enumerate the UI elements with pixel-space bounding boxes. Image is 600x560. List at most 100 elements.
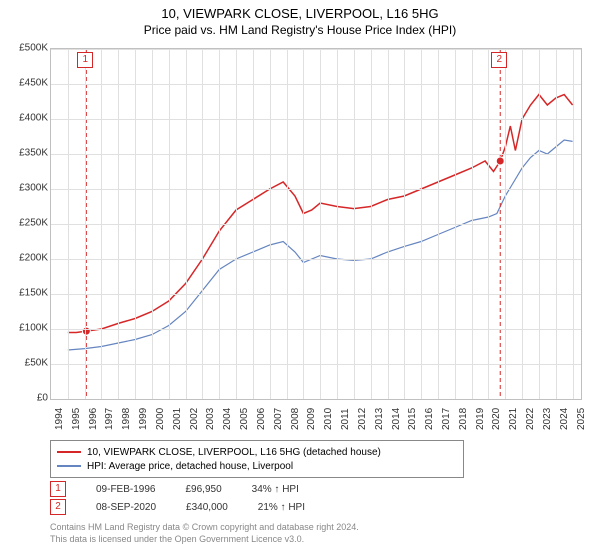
x-tick-label: 1994 bbox=[54, 408, 65, 430]
event-row: 1 09-FEB-1996 £96,950 34% ↑ HPI bbox=[50, 480, 305, 498]
gridline-vertical bbox=[505, 49, 506, 399]
gridline-vertical bbox=[404, 49, 405, 399]
x-tick-label: 2023 bbox=[542, 408, 553, 430]
event-diff: 21% ↑ HPI bbox=[258, 502, 305, 513]
event-date: 09-FEB-1996 bbox=[96, 484, 155, 495]
gridline-vertical bbox=[388, 49, 389, 399]
gridline-vertical bbox=[337, 49, 338, 399]
chart-subtitle: Price paid vs. HM Land Registry's House … bbox=[0, 23, 600, 37]
x-tick-label: 2018 bbox=[458, 408, 469, 430]
x-tick-label: 2010 bbox=[323, 408, 334, 430]
x-tick-label: 2004 bbox=[222, 408, 233, 430]
gridline-vertical bbox=[354, 49, 355, 399]
gridline-horizontal bbox=[51, 364, 581, 365]
legend-row: HPI: Average price, detached house, Live… bbox=[57, 459, 457, 473]
chart-plot-area bbox=[50, 48, 582, 400]
gridline-vertical bbox=[371, 49, 372, 399]
gridline-vertical bbox=[68, 49, 69, 399]
event-marker: 2 bbox=[491, 52, 507, 68]
gridline-horizontal bbox=[51, 49, 581, 50]
x-tick-label: 1998 bbox=[121, 408, 132, 430]
y-tick-label: £500K bbox=[0, 43, 48, 54]
x-tick-label: 2025 bbox=[576, 408, 587, 430]
x-tick-label: 2013 bbox=[374, 408, 385, 430]
gridline-horizontal bbox=[51, 259, 581, 260]
gridline-vertical bbox=[556, 49, 557, 399]
gridline-horizontal bbox=[51, 84, 581, 85]
legend-row: 10, VIEWPARK CLOSE, LIVERPOOL, L16 5HG (… bbox=[57, 445, 457, 459]
x-tick-label: 2007 bbox=[273, 408, 284, 430]
legend-swatch bbox=[57, 451, 81, 453]
y-tick-label: £300K bbox=[0, 183, 48, 194]
x-tick-label: 1997 bbox=[104, 408, 115, 430]
gridline-vertical bbox=[236, 49, 237, 399]
chart-container: 10, VIEWPARK CLOSE, LIVERPOOL, L16 5HG P… bbox=[0, 0, 600, 560]
event-price: £96,950 bbox=[185, 484, 221, 495]
x-tick-label: 2021 bbox=[508, 408, 519, 430]
events-table: 1 09-FEB-1996 £96,950 34% ↑ HPI 2 08-SEP-2020… bbox=[50, 480, 305, 516]
gridline-vertical bbox=[152, 49, 153, 399]
y-tick-label: £200K bbox=[0, 253, 48, 264]
gridline-horizontal bbox=[51, 119, 581, 120]
y-tick-label: £450K bbox=[0, 78, 48, 89]
event-number-box: 2 bbox=[50, 499, 66, 515]
gridline-vertical bbox=[539, 49, 540, 399]
y-tick-label: £350K bbox=[0, 148, 48, 159]
gridline-vertical bbox=[270, 49, 271, 399]
x-tick-label: 2005 bbox=[239, 408, 250, 430]
event-diff: 34% ↑ HPI bbox=[252, 484, 299, 495]
event-number-box: 1 bbox=[50, 481, 66, 497]
y-tick-label: £400K bbox=[0, 113, 48, 124]
gridline-vertical bbox=[118, 49, 119, 399]
gridline-vertical bbox=[522, 49, 523, 399]
x-tick-label: 2002 bbox=[189, 408, 200, 430]
x-tick-label: 2000 bbox=[155, 408, 166, 430]
event-data-point bbox=[496, 157, 504, 165]
y-tick-label: £150K bbox=[0, 288, 48, 299]
x-tick-label: 2020 bbox=[491, 408, 502, 430]
x-tick-label: 2011 bbox=[340, 408, 351, 430]
x-tick-label: 2012 bbox=[357, 408, 368, 430]
x-tick-label: 1999 bbox=[138, 408, 149, 430]
x-tick-label: 2022 bbox=[525, 408, 536, 430]
gridline-vertical bbox=[202, 49, 203, 399]
x-tick-label: 1996 bbox=[88, 408, 99, 430]
legend-label: HPI: Average price, detached house, Live… bbox=[87, 461, 293, 472]
legend-label: 10, VIEWPARK CLOSE, LIVERPOOL, L16 5HG (… bbox=[87, 447, 381, 458]
y-tick-label: £0 bbox=[0, 393, 48, 404]
gridline-vertical bbox=[253, 49, 254, 399]
x-tick-label: 2006 bbox=[256, 408, 267, 430]
gridline-vertical bbox=[135, 49, 136, 399]
event-date: 08-SEP-2020 bbox=[96, 502, 156, 513]
y-tick-label: £250K bbox=[0, 218, 48, 229]
x-tick-label: 2015 bbox=[407, 408, 418, 430]
license-text: Contains HM Land Registry data © Crown c… bbox=[50, 522, 359, 545]
gridline-vertical bbox=[169, 49, 170, 399]
gridline-vertical bbox=[421, 49, 422, 399]
legend-swatch bbox=[57, 465, 81, 467]
x-tick-label: 2014 bbox=[391, 408, 402, 430]
gridline-vertical bbox=[573, 49, 574, 399]
gridline-vertical bbox=[438, 49, 439, 399]
gridline-vertical bbox=[303, 49, 304, 399]
gridline-vertical bbox=[186, 49, 187, 399]
event-row: 208-SEP-2020£340,00021% ↑ HPI bbox=[50, 498, 305, 516]
license-line1: Contains HM Land Registry data © Crown c… bbox=[50, 522, 359, 534]
gridline-vertical bbox=[101, 49, 102, 399]
gridline-vertical bbox=[85, 49, 86, 399]
x-tick-label: 2008 bbox=[290, 408, 301, 430]
gridline-vertical bbox=[287, 49, 288, 399]
gridline-vertical bbox=[488, 49, 489, 399]
x-tick-label: 2017 bbox=[441, 408, 452, 430]
gridline-horizontal bbox=[51, 329, 581, 330]
gridline-horizontal bbox=[51, 224, 581, 225]
title-block: 10, VIEWPARK CLOSE, LIVERPOOL, L16 5HG P… bbox=[0, 0, 600, 37]
x-tick-label: 2009 bbox=[306, 408, 317, 430]
gridline-horizontal bbox=[51, 294, 581, 295]
y-tick-label: £50K bbox=[0, 358, 48, 369]
event-marker: 1 bbox=[77, 52, 93, 68]
y-tick-label: £100K bbox=[0, 323, 48, 334]
gridline-horizontal bbox=[51, 189, 581, 190]
x-tick-label: 2003 bbox=[205, 408, 216, 430]
license-line2: This data is licensed under the Open Gov… bbox=[50, 534, 359, 546]
